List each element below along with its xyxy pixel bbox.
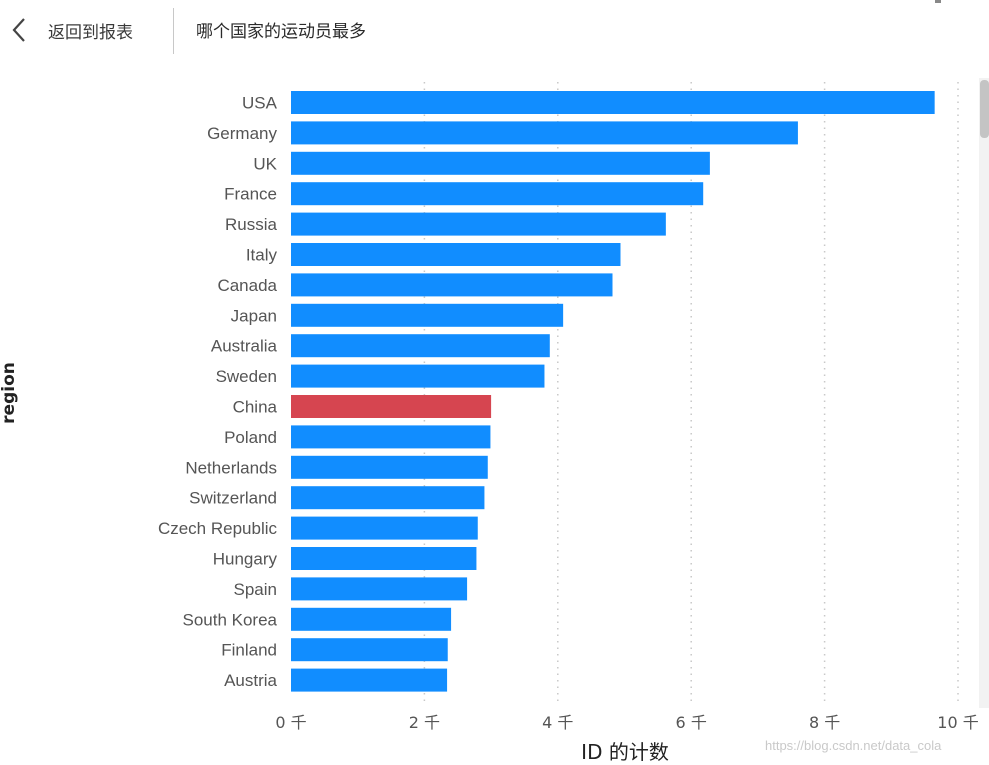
bar-usa[interactable] [291,91,935,114]
x-axis-title: ID 的计数 [581,740,669,764]
watermark-text: https://blog.csdn.net/data_cola [765,738,942,753]
bar-russia[interactable] [291,212,666,236]
category-labels: USA Germany UK France Russia Italy Canada Japan… [158,94,278,691]
category-label: Netherlands [185,458,277,477]
scrollbar-track[interactable] [979,78,989,708]
chevron-left-icon [12,18,25,42]
page-title: 哪个国家的运动员最多 [196,22,366,42]
category-label: Spain [234,580,277,599]
bar-france[interactable] [291,182,704,206]
bar-hungary[interactable] [291,547,477,570]
x-tick-label: 8 千 [809,713,840,732]
x-tick-label: 0 千 [275,713,306,732]
bar-czech-republic[interactable] [291,516,478,540]
category-label: Japan [231,306,277,325]
bar-japan[interactable] [291,303,564,327]
x-tick-label: 4 千 [542,713,573,732]
category-label: China [233,398,278,417]
header-divider [173,8,174,54]
bar-uk[interactable] [291,151,710,175]
category-label: Canada [217,276,277,295]
bar-finland[interactable] [291,638,448,662]
bar-china[interactable] [291,395,492,418]
bar-germany[interactable] [291,121,798,145]
bar-canada[interactable] [291,273,613,297]
category-label: Australia [211,337,278,356]
report-header: 返回到报表 哪个国家的运动员最多 [0,0,989,58]
bar-austria[interactable] [291,668,448,692]
bar-poland[interactable] [291,425,491,449]
bar-italy[interactable] [291,243,621,266]
category-label: Hungary [213,550,278,569]
category-label: UK [253,154,277,173]
category-label: France [224,185,277,204]
category-label: USA [242,94,278,113]
category-label: Czech Republic [158,519,278,538]
bar-switzerland[interactable] [291,486,485,510]
grid-lines [423,82,959,703]
category-label: Italy [246,246,278,265]
bar-south-korea[interactable] [291,607,452,631]
x-tick-label: 10 千 [937,713,978,732]
category-label: Germany [207,124,277,143]
category-label: Austria [224,671,277,690]
back-to-report-button[interactable]: 返回到报表 [8,12,133,48]
back-label: 返回到报表 [48,22,133,43]
category-label: Poland [224,428,277,447]
bars [291,91,935,692]
bar-sweden[interactable] [291,364,545,388]
bar-spain[interactable] [291,577,468,601]
category-label: Switzerland [189,489,277,508]
category-label: Russia [225,215,278,234]
bar-netherlands[interactable] [291,455,488,479]
category-label: Sweden [216,367,277,386]
y-axis-title: region [0,362,19,424]
scrollbar-thumb[interactable] [980,80,989,138]
x-tick-label: 6 千 [676,713,707,732]
category-label: Finland [221,641,277,660]
bar-australia[interactable] [291,334,550,358]
corner-mark [935,0,941,3]
x-tick-labels: 0 千 2 千 4 千 6 千 8 千 10 千 [275,713,978,732]
category-label: South Korea [182,610,277,629]
x-tick-label: 2 千 [409,713,440,732]
